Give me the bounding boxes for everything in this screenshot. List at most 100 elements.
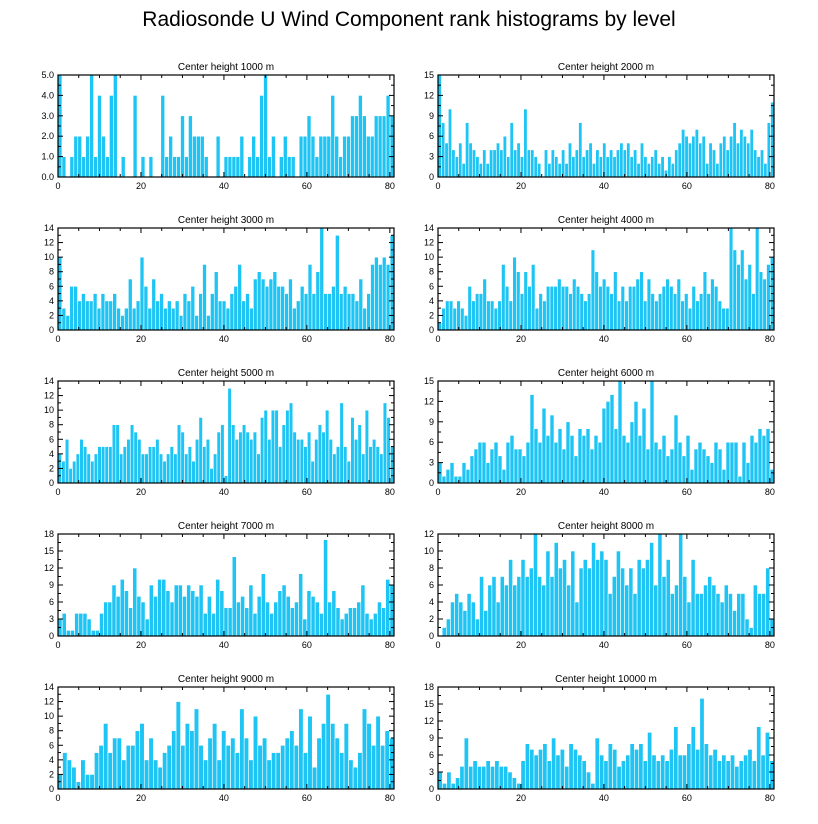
bar: [463, 315, 469, 331]
bar: [281, 584, 287, 637]
bar: [352, 766, 358, 790]
bar: [121, 759, 127, 790]
bar: [639, 142, 645, 178]
bar: [352, 607, 357, 637]
bar: [633, 149, 638, 178]
bar: [207, 596, 212, 637]
bar: [677, 754, 683, 790]
bar: [175, 701, 181, 790]
bar: [572, 749, 578, 790]
bar: [481, 766, 487, 790]
bar: [684, 293, 689, 331]
bar: [202, 613, 208, 637]
bar: [577, 754, 583, 790]
y-tick-label: 0: [49, 784, 54, 794]
bar: [70, 630, 75, 637]
bar: [253, 278, 258, 331]
y-tick-label: 14: [44, 376, 54, 386]
y-tick-label: 0: [429, 478, 434, 488]
bar: [705, 455, 711, 484]
bar: [243, 737, 250, 790]
bar: [475, 156, 480, 178]
bar: [575, 285, 581, 331]
bar: [661, 576, 667, 637]
bar: [638, 743, 644, 790]
x-tick-label: 60: [302, 793, 312, 803]
bar: [531, 264, 536, 331]
bar: [88, 300, 94, 331]
bar: [739, 129, 744, 178]
y-tick-label: 12: [44, 697, 54, 707]
bar: [260, 417, 265, 484]
bar: [621, 435, 627, 484]
bar: [350, 417, 355, 484]
y-tick-label: 5.0: [41, 70, 54, 80]
bar: [104, 300, 110, 331]
bar: [302, 618, 308, 637]
bar: [379, 453, 384, 484]
bar: [636, 559, 642, 637]
bar: [362, 115, 367, 178]
bar: [327, 601, 333, 637]
bar: [445, 618, 451, 637]
bar: [198, 293, 203, 331]
bar: [445, 469, 451, 484]
bar: [124, 590, 129, 637]
y-tick-label: 0: [49, 325, 54, 335]
x-tick-label: 40: [599, 793, 609, 803]
bar: [721, 754, 727, 790]
x-tick-label: 40: [219, 793, 229, 803]
x-tick-label: 0: [435, 181, 440, 191]
bar: [198, 417, 203, 484]
bar: [89, 74, 94, 178]
bar: [375, 715, 381, 790]
y-tick-label: 12: [424, 238, 434, 248]
panel-1: Center height 1000 m 0 20 40 60 80 0.0 1.0 2.0 3.…: [41, 62, 394, 191]
bar: [330, 723, 336, 790]
bar: [574, 601, 580, 637]
bar: [103, 601, 109, 637]
bar: [93, 156, 98, 178]
bar: [202, 759, 209, 790]
y-tick-label: 12: [44, 391, 54, 401]
bar: [525, 441, 531, 484]
bar: [459, 766, 465, 790]
bar: [271, 752, 277, 790]
bar: [164, 156, 169, 178]
bar: [380, 744, 386, 790]
bar: [717, 300, 723, 331]
bar: [632, 593, 638, 637]
bar: [315, 271, 321, 331]
x-tick-label: 20: [516, 334, 526, 344]
bar: [451, 149, 456, 178]
bar: [566, 584, 572, 637]
bar: [166, 453, 171, 484]
bar: [620, 285, 625, 331]
bar: [221, 730, 227, 790]
bar: [760, 754, 766, 790]
bar: [284, 737, 290, 790]
bar: [542, 743, 548, 790]
bar: [368, 446, 373, 484]
bar: [722, 135, 727, 178]
bar: [749, 129, 754, 178]
bar: [319, 227, 324, 331]
y-tick-label: 18: [424, 682, 434, 692]
bar: [334, 135, 339, 178]
bar: [212, 723, 218, 790]
y-tick-label: 8: [429, 563, 434, 573]
bar: [740, 593, 746, 637]
bar: [497, 300, 502, 331]
bar: [252, 715, 259, 790]
y-tick-label: 14: [424, 223, 434, 233]
panel-title: Center height 5000 m: [178, 368, 274, 379]
bar: [506, 156, 511, 178]
bar: [269, 613, 275, 637]
bar: [342, 135, 347, 178]
bar: [749, 435, 755, 484]
bar: [234, 438, 239, 484]
bar: [581, 156, 586, 178]
bar: [715, 163, 720, 178]
y-tick-label: 12: [44, 238, 54, 248]
bar: [310, 460, 315, 484]
